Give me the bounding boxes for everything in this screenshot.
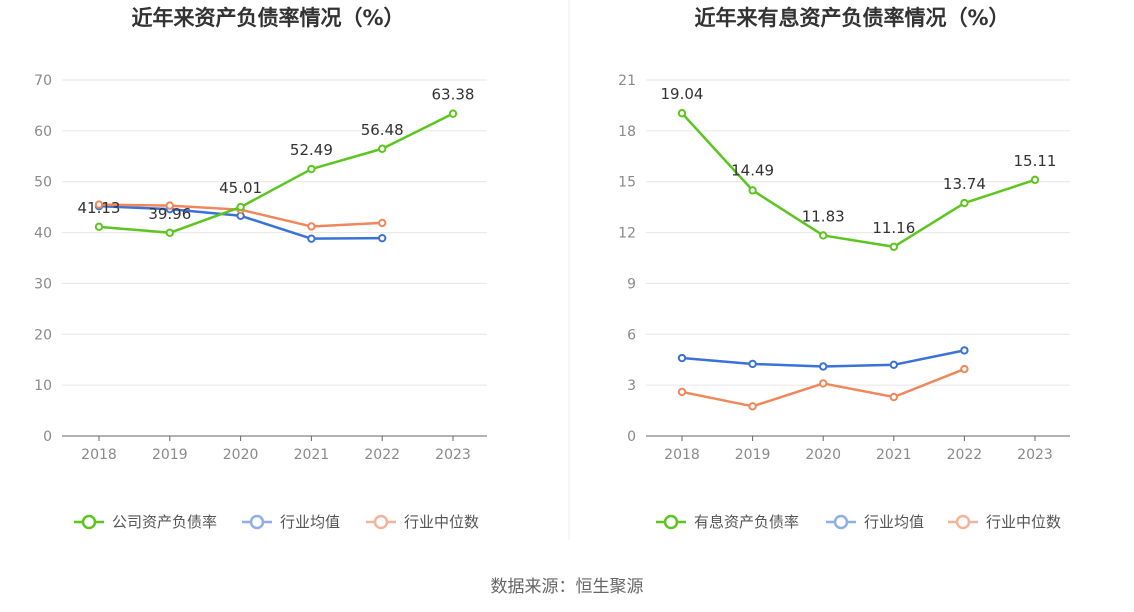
data-point <box>889 242 898 252</box>
data-label: 41.13 <box>78 199 121 217</box>
data-label: 63.38 <box>432 86 475 104</box>
source-note: 数据来源：恒生聚源 <box>491 577 644 597</box>
data-point <box>448 109 458 118</box>
x-tick-label: 2021 <box>876 447 912 463</box>
data-label: 11.16 <box>872 219 915 237</box>
x-tick-label: 2019 <box>735 447 771 463</box>
x-tick-label: 2020 <box>223 447 259 463</box>
data-point <box>889 392 898 402</box>
data-point <box>748 359 757 369</box>
data-label: 39.96 <box>148 205 191 223</box>
data-point <box>748 186 757 195</box>
data-label: 11.83 <box>802 207 845 225</box>
y-tick-label: 40 <box>34 226 52 242</box>
data-label: 15.11 <box>1014 152 1057 170</box>
y-tick-label: 20 <box>34 327 52 343</box>
data-point <box>960 346 969 355</box>
data-point <box>165 201 175 210</box>
x-tick-label: 2018 <box>664 447 700 463</box>
legend-label: 有息资产负债率 <box>694 513 799 531</box>
x-tick-label: 2018 <box>81 447 117 463</box>
data-label: 52.49 <box>290 141 333 159</box>
legend-item[interactable]: 公司资产负债率 <box>74 513 217 531</box>
x-tick-label: 2022 <box>947 447 983 463</box>
data-label: 13.74 <box>943 175 986 193</box>
y-tick-label: 12 <box>618 226 636 242</box>
series-line <box>681 112 1036 249</box>
y-tick-label: 60 <box>34 124 52 140</box>
y-tick-label: 30 <box>34 276 52 292</box>
legend-label: 行业均值 <box>864 513 924 531</box>
y-tick-label: 0 <box>627 429 636 445</box>
y-tick-label: 0 <box>43 429 52 445</box>
data-point <box>165 228 175 237</box>
data-point <box>819 362 828 371</box>
data-point <box>889 360 898 369</box>
legend-marker <box>373 514 389 530</box>
interest-bearing-debt-ratio-chart: 近年来有息资产负债率情况（%） 0 3 6 9 12 15 18 21 2018 2019 2020 2… <box>618 6 1070 531</box>
data-point <box>677 387 687 397</box>
y-tick-label: 15 <box>618 175 636 191</box>
data-point <box>677 109 687 118</box>
y-tick-label: 18 <box>618 124 636 140</box>
x-tick-label: 2020 <box>805 447 841 463</box>
y-tick-label: 10 <box>34 378 52 394</box>
legend-item[interactable]: 行业中位数 <box>948 513 1061 531</box>
data-point <box>94 222 104 232</box>
data-point <box>677 353 687 363</box>
data-point <box>378 233 387 243</box>
data-label: 14.49 <box>731 161 774 179</box>
data-label: 19.04 <box>661 85 704 103</box>
legend-marker <box>663 514 679 530</box>
data-point <box>819 231 828 240</box>
data-point <box>307 234 316 243</box>
series-line <box>98 112 454 235</box>
series-line <box>681 367 965 408</box>
data-point <box>236 202 245 212</box>
y-tick-label: 70 <box>34 73 52 89</box>
legend-item[interactable]: 行业均值 <box>826 513 924 531</box>
y-tick-label: 9 <box>627 276 636 292</box>
data-point <box>819 379 828 388</box>
legend-label: 行业均值 <box>280 513 340 531</box>
data-label: 45.01 <box>219 179 262 197</box>
data-point <box>960 364 969 374</box>
data-point <box>960 198 969 208</box>
data-point <box>94 200 104 209</box>
x-tick-label: 2023 <box>1017 447 1053 463</box>
legend-item[interactable]: 行业均值 <box>242 513 340 531</box>
legend-item[interactable]: 有息资产负债率 <box>656 513 799 531</box>
x-tick-label: 2019 <box>152 447 188 463</box>
y-tick-label: 21 <box>618 73 636 89</box>
data-point <box>307 164 316 174</box>
chart-title: 近年来资产负债率情况（%） <box>131 6 404 30</box>
legend-label: 行业中位数 <box>404 513 479 531</box>
legend-marker <box>833 514 849 530</box>
legend-marker <box>249 514 265 530</box>
x-tick-label: 2021 <box>294 447 330 463</box>
legend-label: 公司资产负债率 <box>112 513 217 531</box>
legend-label: 行业中位数 <box>986 513 1061 531</box>
chart-title: 近年来有息资产负债率情况（%） <box>694 6 1009 30</box>
data-point <box>307 222 316 231</box>
legend-marker <box>955 514 971 530</box>
data-point <box>748 402 757 411</box>
data-point <box>1030 175 1040 185</box>
legend-marker <box>81 514 97 530</box>
data-point <box>378 218 387 228</box>
y-tick-label: 6 <box>627 327 636 343</box>
x-tick-label: 2023 <box>435 447 471 463</box>
y-tick-label: 3 <box>627 378 636 394</box>
data-point <box>378 144 387 153</box>
y-tick-label: 50 <box>34 175 52 191</box>
debt-ratio-chart: 近年来资产负债率情况（%） 0 10 20 30 40 50 60 70 2018 2019 2020… <box>34 6 487 531</box>
x-tick-label: 2022 <box>364 447 400 463</box>
data-label: 56.48 <box>361 121 404 139</box>
legend-item[interactable]: 行业中位数 <box>366 513 479 531</box>
